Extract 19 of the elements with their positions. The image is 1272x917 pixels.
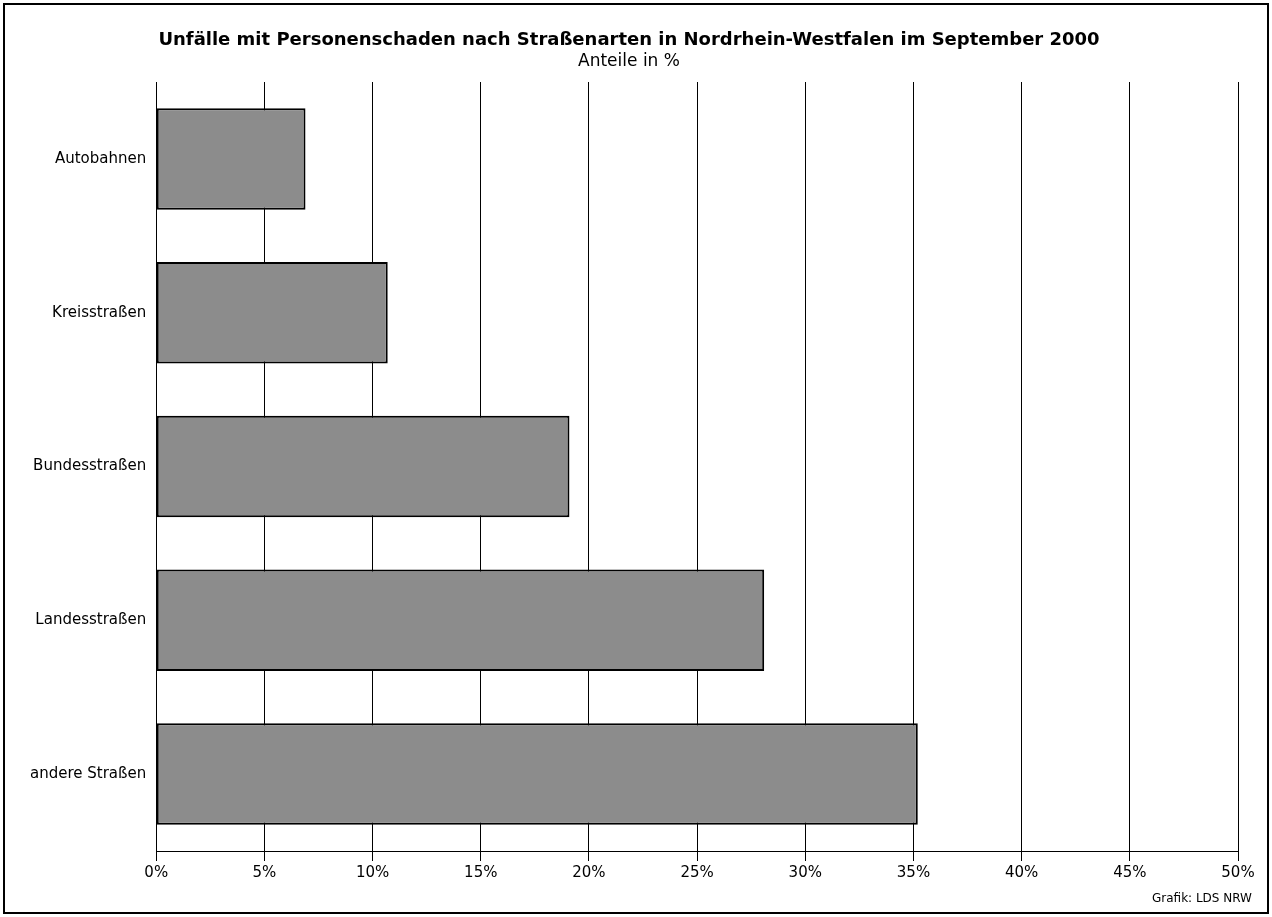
y-tick-label: Landesstraßen — [35, 610, 147, 629]
x-tick-label: 5% — [252, 862, 277, 881]
y-tick-label: Bundesstraßen — [33, 456, 147, 475]
x-tick-label: 20% — [572, 862, 606, 881]
x-tick-label: 35% — [896, 862, 931, 881]
x-tick-label: 40% — [1004, 862, 1039, 881]
x-tick-label: 30% — [788, 862, 822, 881]
chart-title: Unfälle mit Personenschaden nach Straßenarten in Nordrhein-Westfalen im September 2000 — [158, 28, 1100, 50]
x-tick-label: 50% — [1221, 862, 1255, 881]
x-tick-label: 10% — [355, 862, 390, 881]
text: Grafik: LDS NRW — [1151, 891, 1253, 906]
y-tick-label: Autobahnen — [54, 148, 147, 167]
x-tick-label: 0% — [144, 862, 169, 881]
x-tick-label: 45% — [1113, 862, 1147, 881]
y-tick-label: andere Straßen — [29, 763, 147, 782]
y-tick-label: Kreisstraßen — [52, 302, 147, 321]
x-tick-label: 15% — [464, 862, 498, 881]
x-tick-label: 25% — [680, 862, 714, 881]
chart-subtitle: Anteile in % — [578, 50, 680, 71]
